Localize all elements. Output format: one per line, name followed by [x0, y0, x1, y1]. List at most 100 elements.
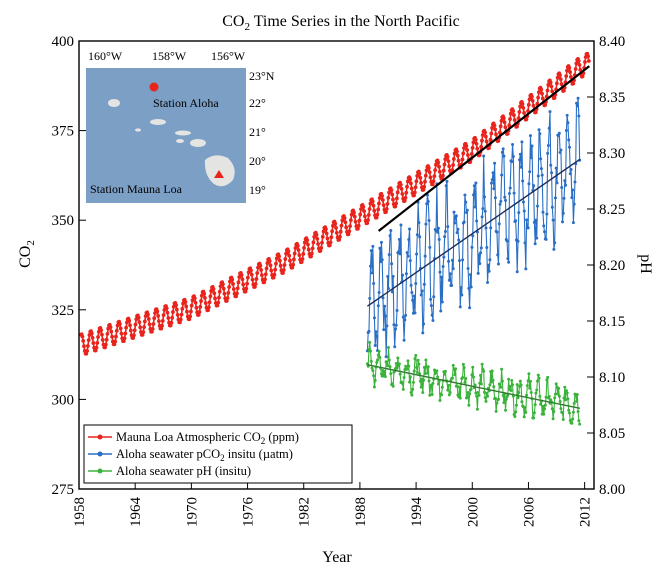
data-point-mauna-loa: [546, 83, 551, 87]
data-point-aloha-ph: [447, 393, 451, 397]
data-point-mauna-loa: [235, 286, 240, 291]
data-point-aloha-pco2: [480, 215, 484, 219]
data-point-aloha-pco2: [390, 290, 394, 294]
data-point-aloha-ph: [376, 358, 380, 362]
legend-entry-aloha-pco2: Aloha seawater pCO2 insitu (µatm): [88, 447, 293, 463]
data-point-aloha-ph: [443, 372, 447, 376]
data-point-aloha-pco2: [440, 275, 444, 279]
data-point-aloha-ph: [480, 362, 484, 366]
data-point-aloha-ph: [558, 400, 562, 404]
data-point-aloha-pco2: [418, 235, 422, 239]
data-point-aloha-ph: [546, 375, 550, 379]
y-left-tick-label-350: 350: [52, 213, 75, 229]
data-point-aloha-pco2: [414, 282, 418, 286]
data-point-mauna-loa: [220, 282, 225, 287]
data-point-aloha-ph: [443, 369, 447, 373]
data-point-aloha-ph: [557, 386, 561, 390]
series-layer: [78, 51, 591, 426]
data-point-mauna-loa: [521, 106, 526, 110]
data-point-aloha-pco2: [457, 238, 461, 242]
data-point-aloha-ph: [504, 397, 508, 401]
data-point-aloha-pco2: [383, 304, 387, 308]
data-point-aloha-pco2: [456, 227, 460, 231]
data-point-mauna-loa: [244, 286, 249, 291]
data-point-mauna-loa: [277, 258, 282, 263]
data-point-mauna-loa: [113, 339, 118, 344]
data-point-aloha-pco2: [557, 134, 561, 138]
data-point-mauna-loa: [398, 182, 403, 187]
data-point-mauna-loa: [193, 300, 198, 305]
data-point-aloha-ph: [462, 366, 466, 370]
y-right-tick-label-8.25: 8.25: [599, 202, 625, 218]
data-point-mauna-loa: [578, 67, 583, 72]
island-kauai: [108, 99, 120, 107]
data-point-mauna-loa: [252, 285, 257, 289]
data-point-aloha-ph: [447, 383, 451, 387]
data-point-aloha-pco2: [518, 152, 522, 156]
data-point-aloha-pco2: [548, 110, 552, 114]
data-point-mauna-loa: [384, 207, 389, 211]
data-point-mauna-loa: [86, 344, 90, 348]
data-point-mauna-loa: [408, 177, 413, 182]
data-point-aloha-pco2: [420, 289, 424, 293]
data-point-aloha-pco2: [508, 186, 512, 190]
data-point-aloha-pco2: [541, 210, 545, 214]
data-point-mauna-loa: [474, 141, 479, 146]
data-point-aloha-pco2: [538, 132, 542, 136]
data-point-aloha-ph: [401, 382, 405, 386]
data-point-mauna-loa: [498, 130, 502, 135]
data-point-mauna-loa: [104, 337, 109, 342]
data-point-mauna-loa: [366, 218, 370, 223]
data-point-aloha-ph: [513, 415, 517, 419]
data-point-aloha-ph: [465, 394, 469, 398]
station-mauna-loa-label: Station Mauna Loa: [90, 182, 183, 196]
data-point-aloha-pco2: [412, 294, 416, 298]
data-point-aloha-pco2: [457, 259, 461, 263]
data-point-mauna-loa: [464, 143, 469, 148]
data-point-aloha-pco2: [529, 156, 533, 160]
data-point-aloha-ph: [426, 365, 430, 369]
data-point-aloha-pco2: [453, 221, 457, 225]
data-point-aloha-pco2: [493, 196, 497, 200]
data-point-mauna-loa: [161, 313, 166, 317]
data-point-aloha-ph: [532, 416, 536, 420]
data-point-aloha-pco2: [497, 222, 501, 226]
data-point-aloha-pco2: [389, 229, 393, 232]
data-point-aloha-pco2: [577, 114, 581, 118]
data-point-aloha-pco2: [571, 221, 575, 225]
data-point-mauna-loa: [431, 179, 436, 184]
data-point-mauna-loa: [430, 182, 435, 187]
data-point-mauna-loa: [282, 263, 287, 267]
data-point-mauna-loa: [483, 134, 488, 139]
data-point-mauna-loa: [516, 116, 521, 121]
data-point-mauna-loa: [404, 190, 409, 195]
data-point-aloha-ph: [410, 393, 414, 397]
data-point-aloha-ph: [527, 372, 531, 376]
data-point-aloha-pco2: [496, 262, 500, 266]
data-point-mauna-loa: [426, 166, 431, 170]
data-point-aloha-ph: [376, 353, 380, 357]
data-point-aloha-pco2: [428, 245, 432, 249]
data-point-aloha-pco2: [559, 148, 563, 152]
data-point-mauna-loa: [96, 335, 100, 339]
data-point-mauna-loa: [432, 174, 437, 179]
data-point-mauna-loa: [318, 249, 323, 253]
y-right-tick-label-8.10: 8.10: [599, 370, 625, 386]
data-point-aloha-ph: [533, 403, 537, 407]
data-point-aloha-pco2: [437, 237, 441, 241]
data-point-aloha-ph: [514, 403, 518, 407]
data-point-aloha-ph: [396, 356, 400, 360]
data-point-aloha-ph: [479, 373, 483, 377]
data-point-mauna-loa: [561, 88, 566, 93]
data-point-aloha-pco2: [523, 241, 527, 245]
data-point-mauna-loa: [316, 242, 320, 246]
data-point-mauna-loa: [207, 300, 212, 305]
data-point-mauna-loa: [437, 169, 442, 174]
data-point-aloha-pco2: [431, 318, 435, 322]
inset-lat-label-20: 20°: [249, 154, 266, 168]
data-point-aloha-ph: [508, 384, 512, 388]
data-point-aloha-pco2: [534, 218, 538, 222]
data-point-mauna-loa: [531, 103, 536, 108]
data-point-aloha-pco2: [438, 270, 442, 274]
data-point-aloha-ph: [474, 391, 478, 395]
